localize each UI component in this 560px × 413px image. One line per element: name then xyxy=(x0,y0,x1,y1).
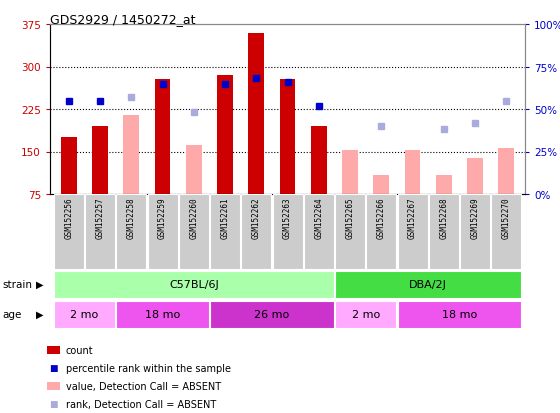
Text: GSM152261: GSM152261 xyxy=(221,197,230,238)
Text: GSM152259: GSM152259 xyxy=(158,197,167,238)
Bar xyxy=(123,115,139,195)
Bar xyxy=(54,301,115,328)
Text: GSM152260: GSM152260 xyxy=(189,197,198,238)
Bar xyxy=(467,159,483,195)
Text: 18 mo: 18 mo xyxy=(145,309,180,319)
Text: GSM152258: GSM152258 xyxy=(127,197,136,238)
Bar xyxy=(311,127,326,195)
Text: ■: ■ xyxy=(49,399,58,408)
Bar xyxy=(335,271,521,298)
Bar xyxy=(241,195,271,269)
Text: GSM152268: GSM152268 xyxy=(439,197,448,238)
Text: rank, Detection Call = ABSENT: rank, Detection Call = ABSENT xyxy=(66,399,216,409)
Bar xyxy=(92,127,108,195)
Text: GSM152264: GSM152264 xyxy=(314,197,323,238)
Bar xyxy=(54,195,84,269)
Text: count: count xyxy=(66,345,94,355)
Bar xyxy=(405,151,421,195)
Text: 2 mo: 2 mo xyxy=(70,309,99,319)
Text: 2 mo: 2 mo xyxy=(352,309,380,319)
Bar xyxy=(116,301,209,328)
Bar xyxy=(210,195,240,269)
Text: GSM152262: GSM152262 xyxy=(252,197,261,238)
Bar xyxy=(249,33,264,195)
Bar xyxy=(279,80,295,195)
Bar xyxy=(398,195,427,269)
Text: ▶: ▶ xyxy=(36,309,44,319)
Bar xyxy=(398,301,521,328)
Bar xyxy=(179,195,209,269)
Text: strain: strain xyxy=(3,279,33,289)
Text: ■: ■ xyxy=(49,363,58,373)
Text: DBA/2J: DBA/2J xyxy=(409,279,447,289)
Text: 26 mo: 26 mo xyxy=(254,309,290,319)
Text: GSM152265: GSM152265 xyxy=(346,197,354,238)
Bar xyxy=(147,195,178,269)
Bar xyxy=(217,76,233,195)
Text: GSM152263: GSM152263 xyxy=(283,197,292,238)
Bar xyxy=(186,145,202,195)
Bar xyxy=(61,138,77,195)
Bar xyxy=(155,80,170,195)
Text: value, Detection Call = ABSENT: value, Detection Call = ABSENT xyxy=(66,381,221,391)
Bar xyxy=(54,271,334,298)
Text: 18 mo: 18 mo xyxy=(442,309,477,319)
Text: GSM152269: GSM152269 xyxy=(470,197,479,238)
Bar xyxy=(342,151,358,195)
Text: GSM152267: GSM152267 xyxy=(408,197,417,238)
Text: ▶: ▶ xyxy=(36,279,44,289)
Bar xyxy=(366,195,396,269)
Bar xyxy=(429,195,459,269)
Bar xyxy=(116,195,146,269)
Bar xyxy=(374,176,389,195)
Text: GDS2929 / 1450272_at: GDS2929 / 1450272_at xyxy=(50,13,195,26)
Bar xyxy=(491,195,521,269)
Text: GSM152257: GSM152257 xyxy=(96,197,105,238)
Bar xyxy=(498,148,514,195)
Text: C57BL/6J: C57BL/6J xyxy=(169,279,218,289)
Text: percentile rank within the sample: percentile rank within the sample xyxy=(66,363,231,373)
Text: age: age xyxy=(3,309,22,319)
Bar xyxy=(273,195,302,269)
Text: GSM152256: GSM152256 xyxy=(64,197,73,238)
Text: GSM152266: GSM152266 xyxy=(377,197,386,238)
Bar xyxy=(210,301,334,328)
Text: GSM152270: GSM152270 xyxy=(502,197,511,238)
Bar xyxy=(304,195,334,269)
Bar xyxy=(460,195,490,269)
Bar xyxy=(335,301,396,328)
Bar xyxy=(85,195,115,269)
Bar xyxy=(335,195,365,269)
Bar xyxy=(436,176,451,195)
